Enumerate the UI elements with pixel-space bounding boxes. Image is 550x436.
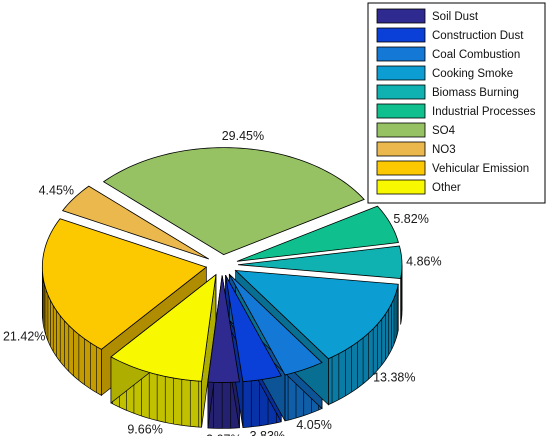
slice-biomass-burning	[237, 245, 403, 279]
legend-swatch	[376, 27, 426, 43]
legend-label: Coal Combustion	[432, 49, 520, 61]
legend-item-coal-combustion: Coal Combustion	[376, 46, 520, 62]
pct-label-biomass-burning: 4.86%	[406, 254, 441, 268]
pct-label-soil-dust: 3.07%	[206, 432, 241, 436]
pct-label-industrial-processes: 5.82%	[393, 212, 428, 226]
legend-label: Soil Dust	[432, 11, 479, 23]
pct-label-cooking-smoke: 13.38%	[373, 371, 415, 385]
pct-label-vehicular-emission: 21.42%	[3, 329, 45, 343]
legend-label: Biomass Burning	[432, 87, 519, 99]
slice-construction-dust	[225, 274, 282, 383]
legend-swatch	[376, 141, 426, 157]
legend-swatch	[376, 179, 426, 195]
pct-label-no3: 4.45%	[39, 183, 74, 197]
legend-item-vehicular-emission: Vehicular Emission	[376, 160, 529, 176]
slice-so4	[102, 147, 365, 256]
legend-item-so4: SO4	[376, 122, 456, 138]
legend-item-cooking-smoke: Cooking Smoke	[376, 65, 513, 81]
legend-item-soil-dust: Soil Dust	[376, 8, 479, 24]
legend-label: SO4	[432, 125, 456, 137]
slice-soil-dust	[207, 275, 240, 383]
slice-coal-combustion	[228, 274, 323, 376]
legend-swatch	[376, 84, 426, 100]
legend-swatch	[376, 103, 426, 119]
legend-item-industrial-processes: Industrial Processes	[376, 103, 536, 119]
slice-industrial-processes	[236, 205, 399, 262]
legend-item-no3: NO3	[376, 141, 456, 157]
legend-label: NO3	[432, 144, 456, 156]
legend-swatch	[376, 160, 426, 176]
legend-label: Industrial Processes	[432, 106, 536, 118]
legend: Soil Dust Construction Dust Coal Combustio…	[367, 2, 546, 204]
legend-label: Construction Dust	[432, 30, 524, 42]
pct-label-coal-combustion: 4.05%	[296, 418, 331, 432]
pie-slice-tops	[41, 147, 403, 383]
slice-side-vehicular-emission	[41, 267, 102, 396]
legend-item-construction-dust: Construction Dust	[376, 27, 524, 43]
legend-item-biomass-burning: Biomass Burning	[376, 84, 519, 100]
slice-vehicular-emission	[41, 218, 208, 350]
legend-swatch	[376, 65, 426, 81]
legend-label: Vehicular Emission	[432, 163, 529, 175]
legend-item-other: Other	[376, 179, 461, 195]
legend-swatch	[376, 46, 426, 62]
pct-label-other: 9.66%	[127, 423, 162, 436]
slice-other	[110, 273, 217, 382]
slice-cooking-smoke	[234, 269, 399, 360]
pct-label-construction-dust: 3.83%	[250, 429, 285, 436]
pct-label-so4: 29.45%	[222, 129, 264, 143]
legend-swatch	[376, 122, 426, 138]
slice-no3	[61, 185, 210, 260]
percentage-labels: 3.07% 3.83% 4.05% 13.38% 4.86% 5.82% 29.45% 4.4…	[3, 129, 442, 436]
legend-label: Cooking Smoke	[432, 68, 513, 80]
legend-swatch	[376, 8, 426, 24]
legend-label: Other	[432, 182, 461, 194]
